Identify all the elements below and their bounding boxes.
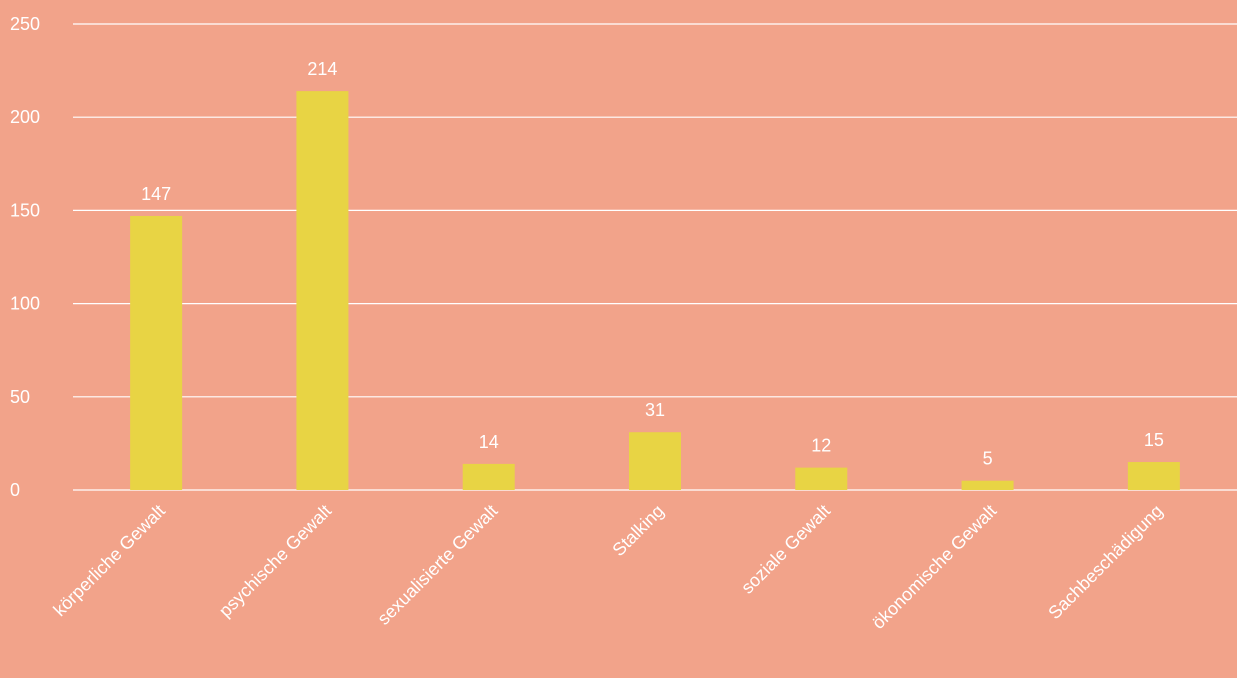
bar xyxy=(130,215,183,490)
x-tick-label: körperliche Gewalt xyxy=(49,501,169,621)
bar xyxy=(462,463,515,490)
y-tick-label: 250 xyxy=(10,14,40,34)
x-tick-label: Stalking xyxy=(608,501,667,560)
bar xyxy=(1127,462,1180,490)
value-label: 31 xyxy=(645,400,665,420)
y-tick-label: 200 xyxy=(10,107,40,127)
value-label: 15 xyxy=(1144,430,1164,450)
value-label: 214 xyxy=(307,59,337,79)
value-label: 147 xyxy=(141,184,171,204)
value-label: 14 xyxy=(479,432,499,452)
value-label: 12 xyxy=(811,436,831,456)
x-tick-label: soziale Gewalt xyxy=(737,501,834,598)
x-tick-label: Sachbeschädigung xyxy=(1044,501,1166,623)
value-label: 5 xyxy=(983,449,993,469)
y-tick-label: 50 xyxy=(10,387,30,407)
x-tick-label: ökonomische Gewalt xyxy=(868,501,1000,633)
y-tick-label: 100 xyxy=(10,294,40,314)
y-tick-label: 0 xyxy=(10,480,20,500)
bar xyxy=(961,480,1014,490)
y-tick-label: 150 xyxy=(10,200,40,220)
bar xyxy=(296,91,349,490)
bar xyxy=(795,467,848,490)
bar xyxy=(629,432,681,490)
x-tick-label: psychische Gewalt xyxy=(215,501,335,621)
x-tick-label: sexualisierte Gewalt xyxy=(374,501,502,629)
